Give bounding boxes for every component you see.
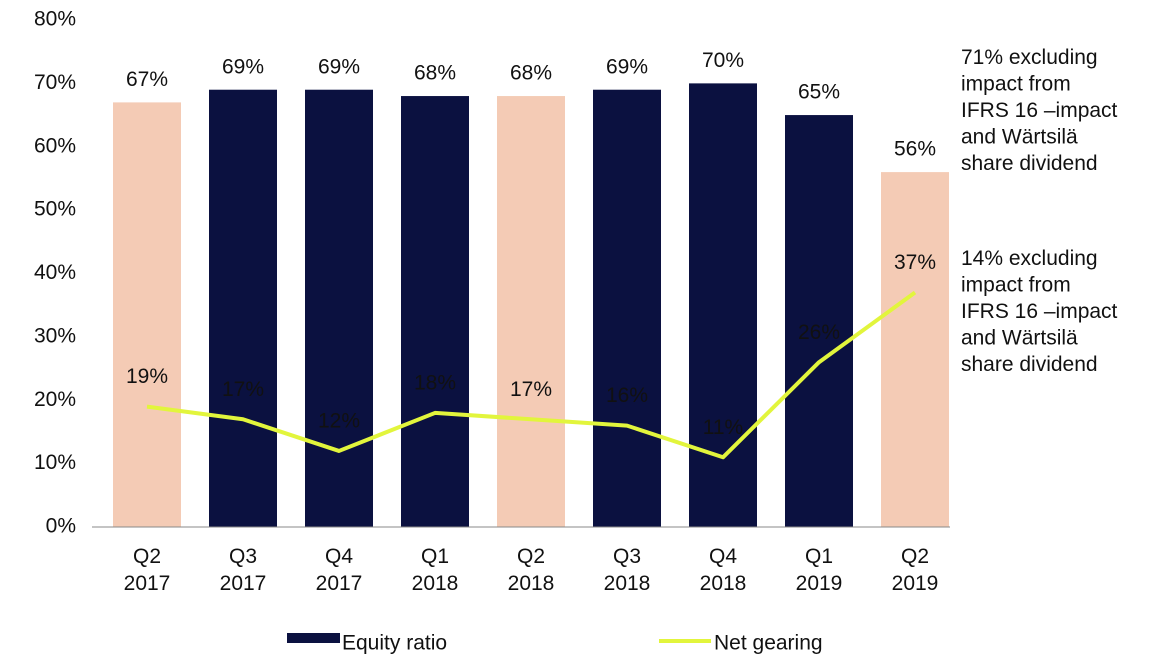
annotation-line: 71% excluding <box>961 46 1098 69</box>
x-tick-line: 2018 <box>700 572 747 595</box>
x-tick-line: Q2 <box>517 545 545 568</box>
y-tick-label: 70% <box>34 71 76 94</box>
bar <box>593 89 661 528</box>
line-value-label: 17% <box>510 378 552 401</box>
x-tick-label: Q2 2019 <box>892 545 939 595</box>
bar <box>209 89 277 528</box>
annotation-line: and Wärtsilä <box>961 125 1078 148</box>
x-tick-label: Q4 2017 <box>316 545 363 595</box>
y-tick-label: 30% <box>34 324 76 347</box>
x-tick-line: Q3 <box>229 545 257 568</box>
line-series <box>146 290 917 460</box>
annotation-line: IFRS 16 –impact <box>961 300 1118 323</box>
bar <box>497 96 565 528</box>
bar <box>881 172 949 527</box>
x-tick-line: 2018 <box>604 572 651 595</box>
bar-value-label: 65% <box>798 81 840 104</box>
x-tick-line: Q2 <box>133 545 161 568</box>
bar-value-label: 56% <box>894 138 936 161</box>
x-tick-line: 2018 <box>508 572 555 595</box>
annotation-line: 14% excluding <box>961 247 1098 270</box>
line-value-label: 12% <box>318 409 360 432</box>
annotation-line: and Wärtsilä <box>961 326 1078 349</box>
x-tick-label: Q1 2018 <box>412 545 459 595</box>
legend-label: Net gearing <box>714 632 823 655</box>
line-value-label: 17% <box>222 378 264 401</box>
y-tick-label: 60% <box>34 134 76 157</box>
bar-value-label: 69% <box>222 55 264 78</box>
line-value-label: 19% <box>126 365 168 388</box>
bar-value-label: 68% <box>510 62 552 85</box>
bar <box>401 96 469 528</box>
annotation-line: impact from <box>961 273 1071 296</box>
annotation: 71% excluding impact from IFRS 16 –impact a… <box>961 46 1118 175</box>
annotation-line: share dividend <box>961 152 1098 175</box>
y-tick-label: 20% <box>34 388 76 411</box>
legend-swatch <box>287 633 340 643</box>
x-tick-line: 2017 <box>124 572 171 595</box>
x-tick-line: Q2 <box>901 545 929 568</box>
legend-label: Equity ratio <box>342 632 447 655</box>
x-tick-line: Q3 <box>613 545 641 568</box>
x-tick-label: Q2 2017 <box>124 545 171 595</box>
x-tick-label: Q2 2018 <box>508 545 555 595</box>
x-tick-line: 2019 <box>892 572 939 595</box>
x-tick-line: Q4 <box>325 545 353 568</box>
bar-value-label: 70% <box>702 49 744 72</box>
bar <box>305 89 373 528</box>
bar-value-label: 69% <box>606 55 648 78</box>
x-tick-label: Q1 2019 <box>796 545 843 595</box>
y-tick-label: 40% <box>34 261 76 284</box>
x-tick-line: 2017 <box>220 572 267 595</box>
x-tick-label: Q3 2017 <box>220 545 267 595</box>
bar-value-label: 69% <box>318 55 360 78</box>
x-tick-line: 2017 <box>316 572 363 595</box>
bar-value-label: 68% <box>414 62 456 85</box>
line-value-label: 37% <box>894 251 936 274</box>
y-tick-label: 80% <box>34 8 76 31</box>
x-tick-label: Q4 2018 <box>700 545 747 595</box>
y-tick-label: 50% <box>34 198 76 221</box>
annotation: 14% excluding impact from IFRS 16 –impact a… <box>961 247 1118 376</box>
x-tick-line: 2018 <box>412 572 459 595</box>
bar <box>689 83 757 527</box>
y-tick-label: 0% <box>46 515 76 538</box>
x-tick-line: Q1 <box>805 545 833 568</box>
bar <box>113 102 181 527</box>
line-value-label: 16% <box>606 384 648 407</box>
bar-value-label: 67% <box>126 68 168 91</box>
line-value-label: 26% <box>798 321 840 344</box>
y-tick-label: 10% <box>34 451 76 474</box>
x-tick-line: Q4 <box>709 545 737 568</box>
x-tick-line: Q1 <box>421 545 449 568</box>
annotation-line: IFRS 16 –impact <box>961 99 1118 122</box>
bar <box>785 115 853 527</box>
line-value-label: 18% <box>414 371 456 394</box>
annotation-line: share dividend <box>961 353 1098 376</box>
x-tick-label: Q3 2018 <box>604 545 651 595</box>
line-value-label: 11% <box>703 416 743 439</box>
x-tick-line: 2019 <box>796 572 843 595</box>
annotation-line: impact from <box>961 72 1071 95</box>
